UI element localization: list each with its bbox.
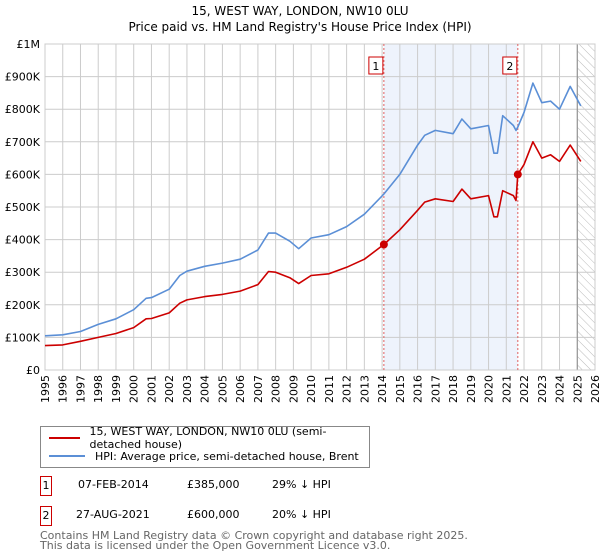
- x-tick-label: 2015: [394, 375, 407, 403]
- x-tick-label: 2026: [589, 375, 600, 403]
- sale-marker: 1: [40, 476, 52, 496]
- x-tick-label: 2007: [252, 375, 265, 403]
- sale-date: 27-AUG-2021: [76, 508, 150, 521]
- sale-annotation-label: 1: [372, 60, 379, 73]
- footer-attribution: Contains HM Land Registry data © Crown c…: [40, 529, 468, 552]
- legend-swatch-red: [49, 437, 80, 439]
- x-tick-label: 2000: [128, 375, 141, 403]
- x-tick-label: 2009: [287, 375, 300, 403]
- legend-item-hpi: HPI: Average price, semi-detached house,…: [49, 448, 359, 464]
- x-tick-label: 2025: [571, 375, 584, 403]
- price-chart: £0 £100K £200K £300K £400K £500K £600K £700K £80…: [5, 38, 600, 403]
- sale-price: £385,000: [187, 478, 240, 491]
- y-tick-label: £900K: [5, 71, 41, 84]
- chart-title: 15, WEST WAY, LONDON, NW10 0LU: [191, 4, 409, 18]
- x-tick-label: 1998: [92, 375, 105, 403]
- sale-delta: 29% ↓ HPI: [272, 478, 331, 491]
- y-tick-label: £500K: [5, 201, 41, 214]
- legend-label: HPI: Average price, semi-detached house,…: [95, 449, 359, 463]
- x-tick-label: 1997: [74, 375, 87, 403]
- sale-point: [513, 170, 522, 179]
- x-tick-label: 2017: [429, 375, 442, 403]
- y-tick-label: £600K: [5, 168, 41, 181]
- x-tick-label: 2004: [199, 375, 212, 403]
- sale-marker: 2: [40, 506, 52, 526]
- chart-subtitle: Price paid vs. HM Land Registry's House …: [128, 20, 472, 34]
- sale-annotation-box: [502, 56, 518, 75]
- x-tick-label: 2023: [536, 375, 549, 403]
- x-tick-label: 2006: [234, 375, 247, 403]
- x-tick-label: 2020: [483, 375, 496, 403]
- sale-annotation-label: 2: [506, 60, 513, 73]
- x-tick-label: 2012: [341, 375, 354, 403]
- y-tick-label: £700K: [5, 136, 41, 149]
- footer-line: Contains HM Land Registry data © Crown c…: [40, 529, 468, 542]
- y-tick-label: £800K: [5, 103, 41, 116]
- sale-price: £600,000: [187, 508, 240, 521]
- sale-annotation-box: [368, 56, 384, 75]
- x-tick-label: 2019: [465, 375, 478, 403]
- footer-line: This data is licensed under the Open Gov…: [40, 539, 391, 552]
- x-tick-label: 2005: [216, 375, 229, 403]
- x-tick-label: 2018: [447, 375, 460, 403]
- legend-label: 15, WEST WAY, LONDON, NW10 0LU (semi-det…: [89, 425, 327, 451]
- x-tick-label: 2010: [305, 375, 318, 403]
- plot-frame: [44, 43, 596, 371]
- x-tick-label: 1999: [110, 375, 123, 403]
- y-tick-label: £0: [26, 364, 40, 377]
- sale-point: [379, 240, 388, 249]
- x-tick-label: 2021: [500, 375, 513, 403]
- x-tick-label: 1996: [57, 375, 70, 403]
- x-tick-label: 2008: [270, 375, 283, 403]
- x-tick-label: 2001: [145, 375, 158, 403]
- x-tick-label: 2022: [518, 375, 531, 403]
- y-tick-label: £300K: [5, 266, 41, 279]
- legend-swatch-blue: [49, 455, 85, 457]
- x-tick-label: 1995: [39, 375, 52, 403]
- x-tick-label: 2011: [323, 375, 336, 403]
- sale-delta: 20% ↓ HPI: [272, 508, 331, 521]
- x-tick-label: 2003: [181, 375, 194, 403]
- x-tick-label: 2016: [412, 375, 425, 403]
- y-tick-label: £100K: [5, 331, 41, 344]
- legend-item-property: 15, WEST WAY, LONDON, NW10 0LU (semi-det…: [49, 425, 369, 451]
- y-tick-label: £1M: [17, 38, 41, 51]
- y-tick-label: £400K: [5, 234, 41, 247]
- x-tick-label: 2014: [376, 375, 389, 403]
- y-tick-label: £200K: [5, 299, 41, 312]
- hpi-line: [44, 82, 582, 337]
- x-tick-label: 2002: [163, 375, 176, 403]
- property-price-line: [44, 141, 582, 347]
- chart-legend: 15, WEST WAY, LONDON, NW10 0LU (semi-det…: [40, 425, 370, 468]
- sale-date: 07-FEB-2014: [78, 478, 149, 491]
- x-tick-label: 2024: [554, 375, 567, 403]
- x-tick-label: 2013: [358, 375, 371, 403]
